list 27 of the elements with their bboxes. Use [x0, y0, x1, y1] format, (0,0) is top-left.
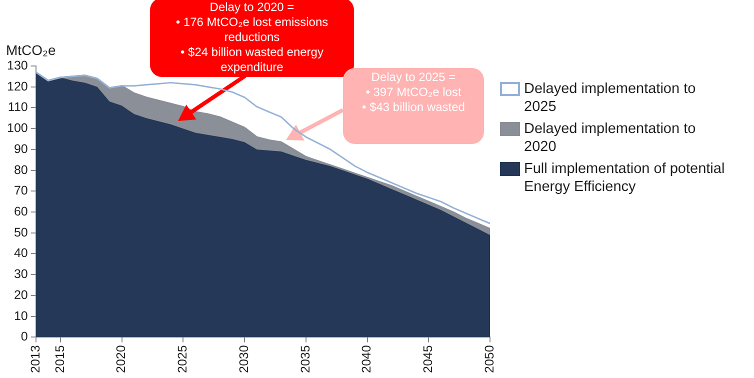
x-tick-label: 2030 [236, 345, 251, 374]
x-tick-label: 2025 [176, 345, 190, 374]
y-tick-label: 0 [20, 330, 28, 344]
y-tick-label: 20 [14, 288, 28, 302]
y-tick-label: 10 [14, 308, 28, 323]
y-tick-label: 100 [6, 121, 28, 136]
x-tick-label: 2020 [114, 345, 128, 374]
legend-label: Delayed implementation to 2020 [524, 120, 697, 156]
y-tick-label: 70 [14, 184, 28, 198]
y-tick-label: 60 [14, 204, 28, 218]
x-tick-label: 2050 [482, 345, 496, 374]
y-tick-label: 80 [14, 162, 28, 177]
x-tick-label: 2015 [52, 345, 67, 374]
y-tick-label: 130 [6, 58, 28, 72]
y-axis-title: MtCO₂e [6, 42, 56, 58]
y-tick-label: 30 [14, 267, 28, 282]
x-tick-label: 2035 [298, 345, 312, 374]
x-tick-label: 2013 [28, 345, 42, 374]
y-tick-label: 40 [14, 246, 28, 260]
legend-label: Full implementation of potential Energy Efficiency [524, 160, 726, 196]
x-tick-label: 2045 [421, 345, 436, 374]
y-tick-label: 50 [14, 225, 28, 240]
x-tick-label: 2040 [360, 345, 374, 374]
legend-label: Delayed implementation to 2025 [524, 80, 697, 116]
y-tick-label: 90 [14, 142, 28, 156]
y-tick-label: 120 [6, 79, 28, 94]
y-tick-label: 110 [8, 100, 28, 114]
